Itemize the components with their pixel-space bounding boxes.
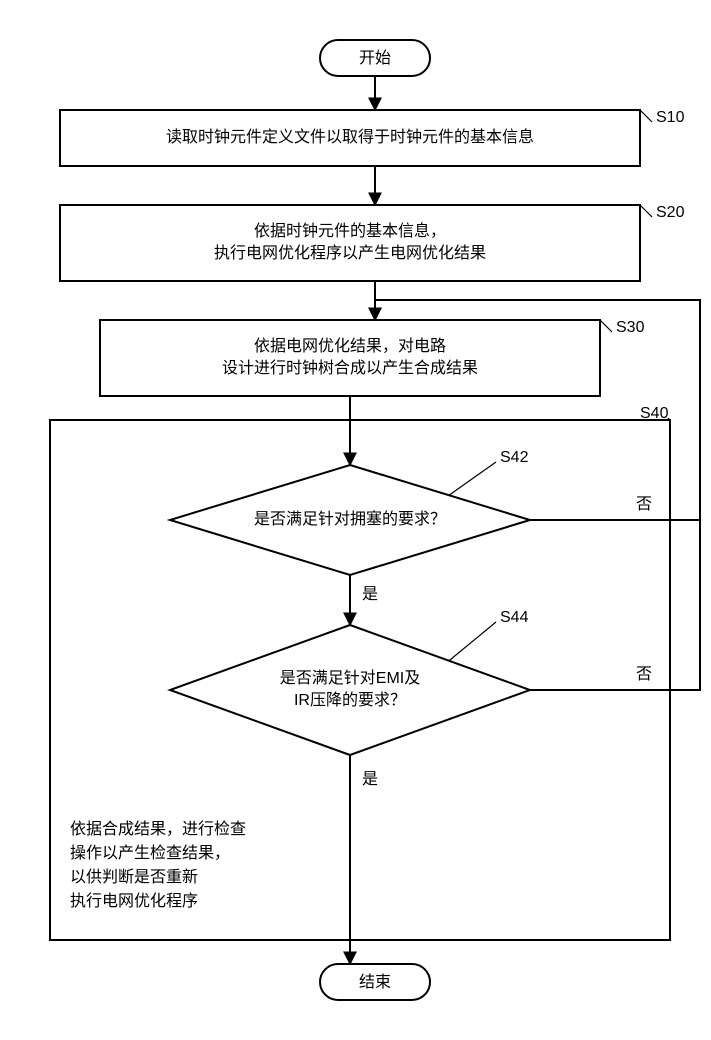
s10-tag-connector — [640, 110, 652, 122]
flowchart-canvas: 开始结束 读取时钟元件定义文件以取得于时钟元件的基本信息 S10 依据时钟元件的基本信… — [20, 20, 711, 1020]
s10-line0: 读取时钟元件定义文件以取得于时钟元件的基本信息 — [166, 128, 534, 146]
s20-tag: S20 — [656, 204, 685, 221]
s44-line1: IR压降的要求？ — [294, 691, 406, 709]
s30-line0: 依据电网优化结果，对电路 — [254, 337, 446, 355]
s20-tag-connector — [640, 205, 652, 217]
s20-process-box — [60, 205, 640, 281]
edge-4-label: 是 — [362, 586, 378, 603]
s30-line1: 设计进行时钟树合成以产生合成结果 — [222, 359, 478, 377]
s20-line1: 执行电网优化程序以产生电网优化结果 — [214, 244, 486, 262]
edge-6-label: 否 — [636, 496, 652, 513]
s40box-caption2: 以供判断是否重新 — [70, 868, 198, 886]
s40box-caption0: 依据合成结果，进行检查 — [70, 820, 246, 838]
s40box-tag: S40 — [640, 405, 669, 422]
s30-process-box — [100, 320, 600, 396]
edge-7-label: 否 — [636, 666, 652, 683]
s30-tag: S30 — [616, 319, 645, 336]
s44-decision — [170, 625, 530, 755]
edge-5-label: 是 — [362, 771, 378, 788]
s44-line0: 是否满足针对EMI及 — [280, 669, 420, 687]
s42-tag: S42 — [500, 449, 529, 466]
end-label: 结束 — [359, 973, 391, 991]
start-label: 开始 — [359, 49, 391, 67]
s40box-caption1: 操作以产生检查结果， — [70, 844, 230, 862]
s10-tag: S10 — [656, 109, 685, 126]
s20-line0: 依据时钟元件的基本信息， — [254, 222, 446, 240]
s42-tag-connector — [449, 462, 496, 495]
s44-tag-connector — [449, 622, 496, 661]
edge-7 — [530, 520, 700, 690]
s42-line0: 是否满足针对拥塞的要求？ — [254, 510, 446, 528]
s30-tag-connector — [600, 320, 612, 332]
s44-tag: S44 — [500, 609, 529, 626]
s40box-caption3: 执行电网优化程序 — [70, 892, 198, 910]
